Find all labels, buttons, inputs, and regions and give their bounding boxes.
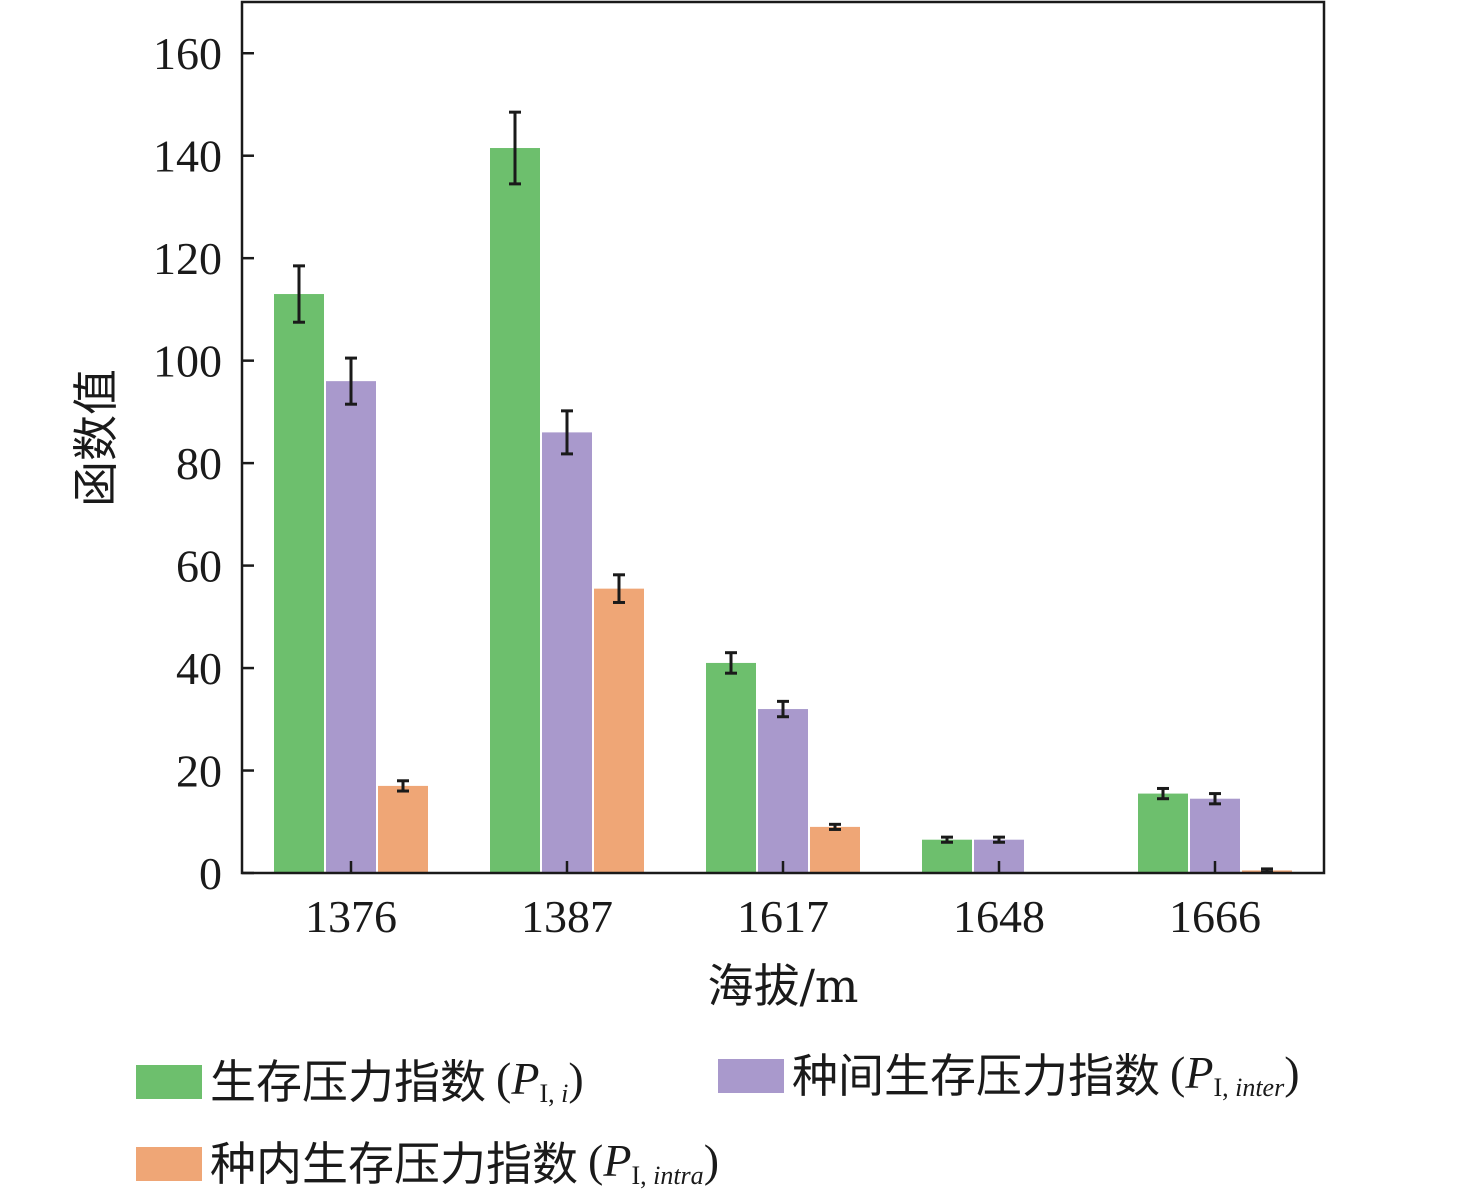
bar-pi-intra-1387 bbox=[594, 588, 644, 873]
error-bar bbox=[613, 573, 625, 604]
y-tick-label: 100 bbox=[153, 336, 222, 387]
y-tick-label: 60 bbox=[176, 541, 222, 592]
bar-pi-1617 bbox=[706, 662, 756, 873]
error-bar bbox=[777, 699, 789, 719]
bar-pi-1376 bbox=[274, 294, 324, 874]
error-bar bbox=[397, 779, 409, 793]
y-tick-label: 80 bbox=[176, 438, 222, 489]
error-bar bbox=[345, 356, 357, 406]
error-bar bbox=[561, 409, 573, 456]
error-bar bbox=[941, 835, 953, 844]
error-bars-group bbox=[293, 110, 1273, 874]
x-axis-title: 海拔/m bbox=[707, 959, 858, 1013]
bar-pi-inter-1617 bbox=[758, 709, 808, 873]
error-bar bbox=[993, 835, 1005, 844]
error-bar bbox=[725, 651, 737, 675]
bar-pi-1387 bbox=[490, 148, 540, 874]
y-tick-label: 40 bbox=[176, 643, 222, 694]
y-axis: 0 20 40 60 80 100 120 140 160 bbox=[153, 28, 254, 899]
bar-pi-inter-1387 bbox=[542, 432, 592, 873]
bar-pi-1648 bbox=[922, 839, 972, 873]
bar-pi-1666 bbox=[1138, 793, 1188, 873]
bar-pi-intra-1617 bbox=[810, 826, 860, 873]
x-tick-label: 1617 bbox=[737, 891, 829, 942]
bar-pi-intra-1376 bbox=[378, 785, 428, 873]
y-tick-label: 160 bbox=[153, 28, 222, 79]
y-tick-label: 0 bbox=[199, 848, 222, 899]
x-tick-label: 1666 bbox=[1169, 891, 1261, 942]
bar-pi-inter-1376 bbox=[326, 381, 376, 873]
x-tick-label: 1376 bbox=[305, 891, 397, 942]
y-tick-label: 120 bbox=[153, 233, 222, 284]
error-bar bbox=[509, 110, 521, 186]
error-bar bbox=[1209, 792, 1221, 806]
x-tick-label: 1648 bbox=[953, 891, 1045, 942]
bars-group bbox=[274, 148, 1292, 874]
bar-pi-inter-1666 bbox=[1190, 798, 1240, 873]
error-bar bbox=[1157, 786, 1169, 801]
y-tick-label: 140 bbox=[153, 131, 222, 182]
y-axis-title: 函数值 bbox=[69, 369, 123, 507]
x-tick-label: 1387 bbox=[521, 891, 613, 942]
error-bar bbox=[829, 822, 841, 831]
y-tick-label: 20 bbox=[176, 746, 222, 797]
error-bar bbox=[293, 264, 305, 324]
x-axis: 1376 1387 1617 1648 1666 bbox=[305, 861, 1261, 942]
